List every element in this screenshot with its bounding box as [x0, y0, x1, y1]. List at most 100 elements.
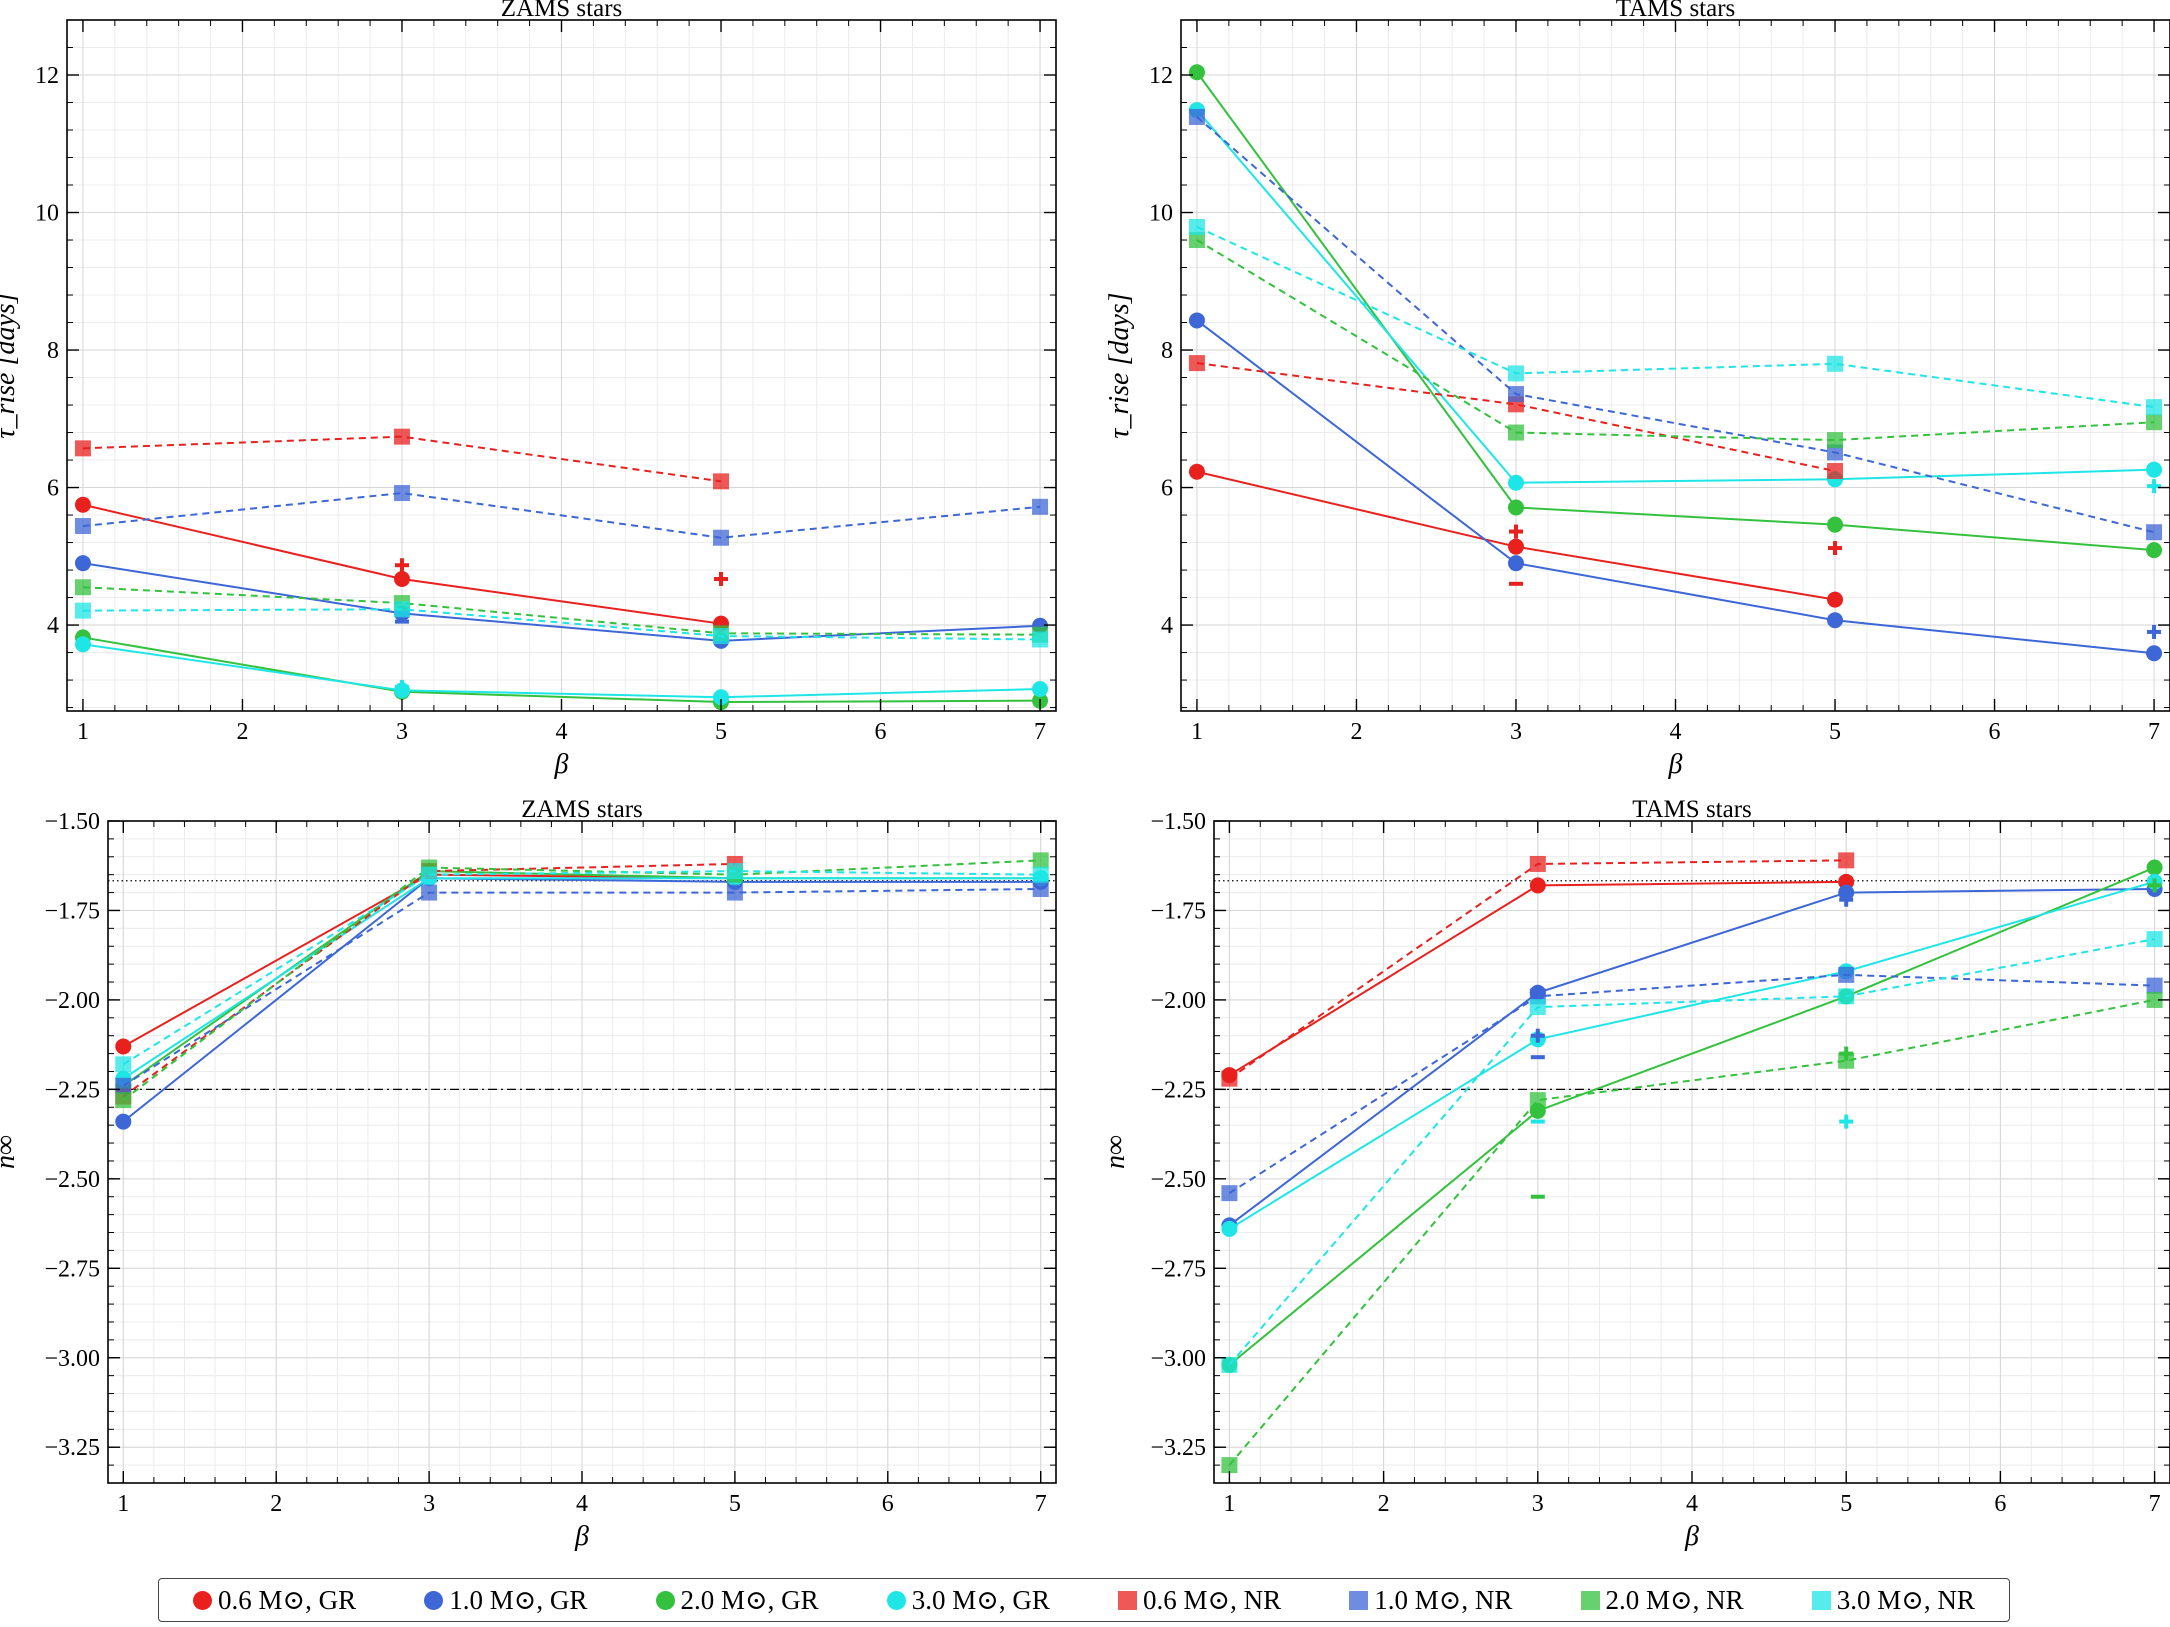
data-point [2146, 859, 2163, 876]
data-point [726, 863, 743, 880]
y-tick-label: −1.50 [44, 809, 100, 835]
y-tick-label: 10 [35, 201, 59, 227]
data-point [1032, 852, 1049, 869]
legend-label: 0.6 M⊙, GR [218, 1584, 357, 1615]
x-tick-label: 2 [1350, 719, 1362, 745]
y-tick-label: 8 [1161, 338, 1173, 364]
data-point [1507, 555, 1524, 572]
x-tick-label: 2 [236, 719, 248, 745]
data-point [1529, 855, 1546, 872]
data-point [2146, 991, 2163, 1008]
series-line [1228, 938, 2155, 1366]
legend-label: 3.0 M⊙, NR [1836, 1584, 1975, 1615]
x-tick-label: 1 [117, 1491, 129, 1517]
data-point [1188, 463, 1205, 480]
chart-title: ZAMS stars [501, 0, 623, 22]
series-line [1196, 226, 2155, 409]
x-tick-label: 7 [2149, 1491, 2161, 1517]
data-point [2146, 645, 2163, 662]
series-line [1228, 973, 2155, 1194]
x-tick-label: 5 [1829, 719, 1841, 745]
x-tick-label: 6 [882, 1491, 894, 1517]
data-point [1827, 612, 1844, 629]
legend-item: 3.0 M⊙, GR [886, 1584, 1050, 1616]
data-point [1838, 884, 1855, 901]
data-point [74, 636, 91, 653]
data-point [1827, 432, 1844, 449]
x-tick-label: 3 [1510, 719, 1522, 745]
data-point [1032, 631, 1049, 648]
x-tick-label: 2 [270, 1491, 282, 1517]
data-point [1032, 880, 1049, 897]
series-line [1228, 880, 2155, 1230]
y-tick-label: −2.75 [1150, 1256, 1206, 1282]
data-point [115, 1038, 132, 1055]
y-tick-label: −3.25 [44, 1435, 100, 1461]
chart-title: TAMS stars [1632, 796, 1752, 823]
legend-marker-circle [424, 1590, 444, 1610]
y-tick-label: −2.50 [44, 1167, 100, 1193]
data-point [1188, 312, 1205, 329]
series-line [82, 608, 1041, 641]
series-line [82, 435, 722, 483]
legend-marker-square [1580, 1590, 1600, 1610]
series-line [122, 877, 1041, 1123]
data-point [421, 884, 438, 901]
y-axis-label: τ_rise [days] [0, 292, 21, 438]
series-line [82, 492, 1041, 539]
x-tick-label: 5 [729, 1491, 741, 1517]
x-axis-label: β [1668, 749, 1683, 780]
data-point [2146, 931, 2163, 948]
data-point [713, 628, 730, 645]
legend-label: 1.0 M⊙, NR [1374, 1584, 1513, 1615]
series-line [1228, 887, 2155, 1227]
y-tick-label: −3.00 [44, 1346, 100, 1372]
x-axis-label: β [554, 749, 569, 780]
data-point [74, 518, 91, 535]
legend-item: 2.0 M⊙, GR [655, 1585, 819, 1616]
data-point [1529, 999, 1546, 1016]
legend-label: 0.6 M⊙, NR [1143, 1584, 1282, 1615]
x-tick-label: 7 [1034, 719, 1046, 745]
data-point [1221, 1457, 1238, 1474]
data-point [1188, 232, 1205, 249]
data-point [1827, 591, 1844, 608]
y-tick-label: −2.00 [1150, 988, 1206, 1014]
data-point [1188, 64, 1205, 81]
legend-item: 0.6 M⊙, NR [1118, 1585, 1281, 1616]
legend-marker-circle [886, 1590, 906, 1610]
series-line [122, 870, 1041, 1066]
y-tick-label: −2.00 [44, 988, 100, 1014]
legend-marker-circle [193, 1590, 213, 1610]
data-point [1838, 966, 1855, 983]
data-point [1827, 516, 1844, 533]
series-line [1196, 71, 2155, 552]
y-tick-label: −2.50 [1150, 1167, 1206, 1193]
y-tick-label: −1.50 [1150, 809, 1206, 835]
x-tick-label: 2 [1378, 1491, 1390, 1517]
x-axis-label: β [574, 1521, 589, 1552]
legend-label: 3.0 M⊙, GR [911, 1584, 1050, 1615]
legend-label: 2.0 M⊙, NR [1605, 1584, 1744, 1615]
series-line [122, 887, 1041, 1087]
data-point [1188, 355, 1205, 372]
data-point [726, 884, 743, 901]
data-point [74, 440, 91, 457]
y-tick-label: 12 [35, 63, 59, 89]
y-tick-label: −2.25 [1150, 1077, 1206, 1103]
data-point [1838, 1052, 1855, 1069]
y-tick-label: 4 [47, 613, 59, 639]
data-point [74, 579, 91, 596]
x-tick-label: 1 [1191, 719, 1203, 745]
legend-marker-square [1811, 1590, 1831, 1610]
series-line [1228, 866, 2155, 1366]
series-line [1196, 239, 2155, 442]
legend-marker-square [1118, 1590, 1138, 1610]
data-point [1032, 866, 1049, 883]
data-point [1221, 1356, 1238, 1373]
data-point [1188, 108, 1205, 125]
series-line [82, 562, 1041, 642]
data-point [2146, 542, 2163, 559]
